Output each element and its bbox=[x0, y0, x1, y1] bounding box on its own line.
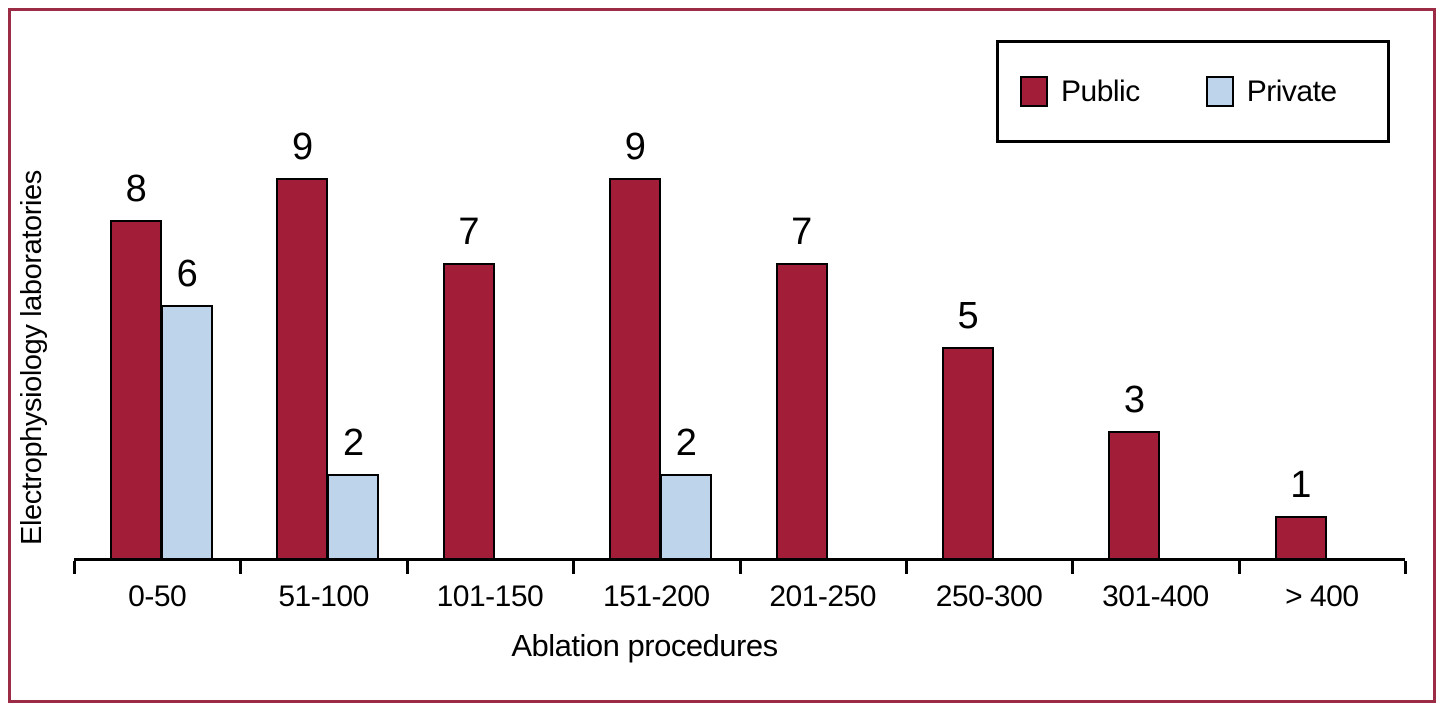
public-bar bbox=[941, 347, 994, 558]
private-bar bbox=[660, 474, 713, 558]
public-bar bbox=[609, 178, 662, 558]
x-tick-label: > 400 bbox=[1285, 580, 1359, 613]
x-tick-label: 250-300 bbox=[935, 580, 1043, 613]
legend: Public Private bbox=[996, 40, 1390, 143]
x-tick-label: 101-150 bbox=[436, 580, 544, 613]
x-tick-label: 151-200 bbox=[603, 580, 710, 613]
bar-value-label: 5 bbox=[957, 295, 979, 337]
bar-value-label: 6 bbox=[176, 253, 198, 295]
bar-value-label: 1 bbox=[1290, 464, 1311, 506]
category-slot: 3 bbox=[1071, 110, 1238, 574]
legend-item-private: Private bbox=[1205, 74, 1337, 109]
category-slot: 1 bbox=[1237, 110, 1405, 574]
y-axis-label: Electrophysiology laboratories bbox=[16, 170, 48, 545]
bar-value-label: 7 bbox=[458, 211, 480, 253]
public-bar bbox=[110, 220, 162, 558]
legend-label-private: Private bbox=[1246, 74, 1337, 108]
bar-value-label: 8 bbox=[125, 168, 147, 210]
category-slot: 7 bbox=[738, 110, 906, 574]
category-slot: 7 bbox=[405, 110, 573, 574]
public-bar bbox=[1274, 516, 1327, 558]
bar-value-label: 9 bbox=[624, 126, 646, 168]
x-tick-label: 201-250 bbox=[769, 580, 876, 613]
bar-value-label: 7 bbox=[791, 211, 812, 253]
public-bar bbox=[276, 178, 329, 558]
legend-label-public: Public bbox=[1061, 74, 1140, 108]
public-bar bbox=[775, 263, 828, 558]
legend-item-public: Public bbox=[1020, 75, 1140, 109]
x-tick-labels: 0-50 51-100 101-150 151-200 201-250 250-300 30… bbox=[74, 580, 1405, 614]
x-tick-label: 0-50 bbox=[128, 580, 187, 613]
private-swatch-icon bbox=[1205, 76, 1234, 107]
bar-value-label: 9 bbox=[292, 126, 313, 168]
bar-value-label: 3 bbox=[1123, 379, 1145, 421]
public-bar bbox=[1108, 431, 1161, 558]
bar-value-label: 2 bbox=[675, 422, 697, 464]
private-bar bbox=[327, 474, 380, 558]
x-axis-label: Ablation procedures bbox=[511, 628, 778, 663]
category-slot: 5 bbox=[904, 110, 1072, 574]
private-bar bbox=[161, 305, 213, 558]
bar-value-label: 2 bbox=[343, 422, 364, 464]
x-tick-label: 301-400 bbox=[1102, 580, 1209, 613]
x-tick-label: 51-100 bbox=[278, 580, 369, 613]
public-swatch-icon bbox=[1020, 76, 1048, 107]
public-bar bbox=[442, 263, 495, 558]
